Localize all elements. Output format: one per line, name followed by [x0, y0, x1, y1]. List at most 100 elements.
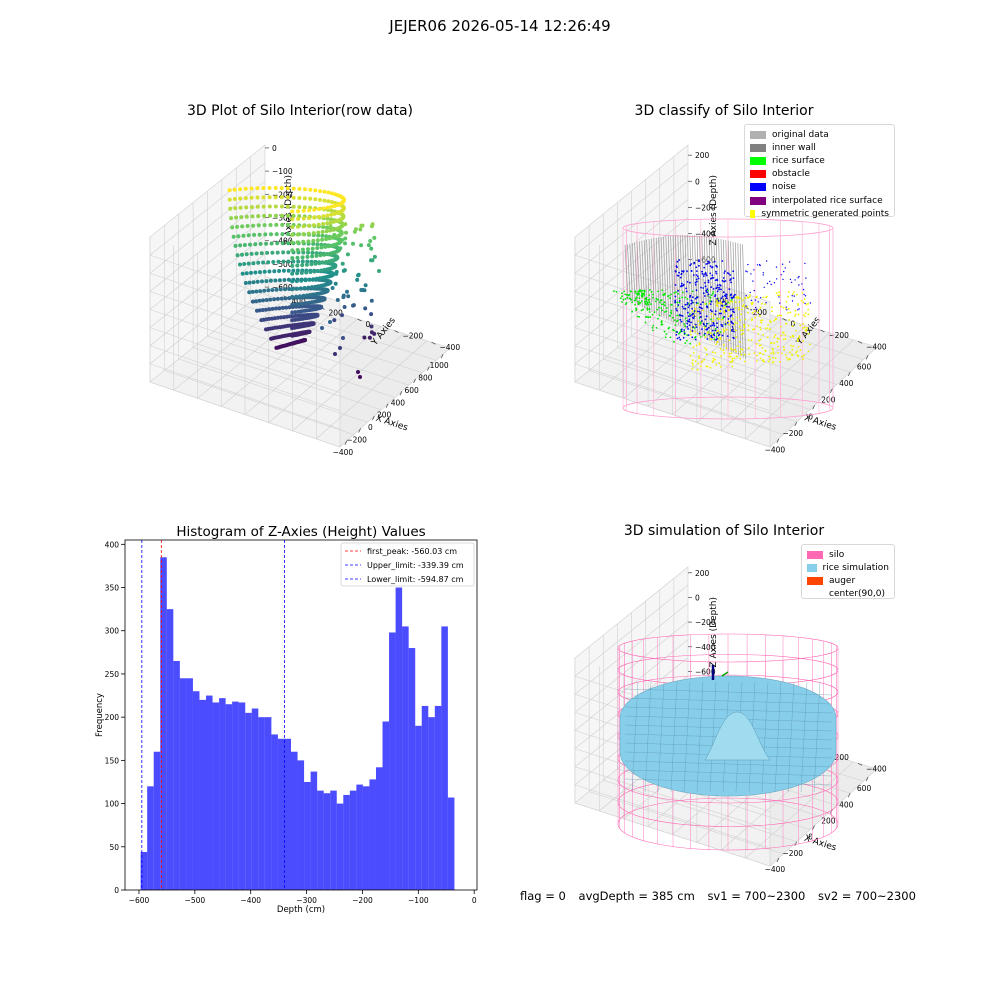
noise-point — [706, 328, 709, 330]
rice-surface-point — [624, 303, 627, 305]
data-point — [233, 206, 238, 211]
data-point — [311, 233, 316, 237]
x-tick-label: 200 — [821, 816, 836, 825]
data-point — [323, 260, 328, 265]
gridline — [574, 675, 689, 767]
data-point — [344, 230, 348, 235]
gridline — [574, 235, 689, 328]
noise-point — [709, 325, 712, 327]
noise-point — [716, 290, 719, 293]
histogram-bar — [343, 794, 350, 890]
noise-point — [753, 289, 755, 292]
symmetric-point — [779, 361, 781, 363]
noise-point — [747, 263, 749, 266]
data-point — [276, 259, 281, 264]
y-tick-label: 50 — [109, 843, 119, 852]
noise-point — [705, 274, 708, 277]
data-point — [369, 324, 374, 329]
rice-surface-point — [673, 340, 675, 343]
y-axis-label: Y Axies — [794, 315, 823, 348]
data-point — [306, 330, 311, 335]
noise-point — [707, 293, 710, 296]
symmetric-point — [701, 360, 704, 362]
legend-label: Upper_limit: -339.39 cm — [367, 561, 464, 570]
data-point — [290, 225, 295, 230]
noise-point — [732, 336, 735, 339]
legend-item: noise — [750, 181, 889, 194]
data-point — [346, 294, 351, 299]
data-point — [249, 186, 254, 191]
gridline — [292, 333, 404, 431]
data-point — [326, 243, 331, 248]
symmetric-point — [744, 360, 746, 363]
symmetric-point — [751, 311, 754, 314]
data-point — [307, 277, 312, 282]
data-point — [307, 329, 312, 334]
mesh-line — [813, 681, 821, 793]
symmetric-point — [704, 347, 706, 349]
data-point — [270, 250, 275, 255]
mesh-line — [670, 681, 678, 793]
y-tick-label: −200 — [403, 332, 424, 341]
noise-point — [757, 301, 759, 303]
data-point — [300, 338, 304, 343]
mesh-line — [644, 681, 652, 793]
data-point — [340, 222, 345, 227]
gridline — [574, 639, 689, 731]
symmetric-point — [736, 355, 738, 358]
data-point — [338, 225, 343, 230]
data-point — [301, 250, 306, 255]
symmetric-point — [762, 359, 764, 362]
data-point — [313, 197, 318, 202]
data-point — [334, 219, 339, 223]
symmetric-point — [691, 309, 694, 312]
data-point — [297, 339, 301, 344]
mesh-line — [624, 697, 833, 705]
data-point — [294, 279, 299, 284]
data-point — [340, 261, 345, 266]
data-point — [323, 244, 328, 249]
noise-point — [715, 265, 718, 268]
data-point — [302, 286, 307, 291]
data-point — [295, 263, 300, 268]
rice-surface-point — [641, 289, 644, 292]
x-tick — [847, 793, 851, 798]
noise-point — [797, 309, 799, 311]
data-point — [277, 345, 281, 350]
legend-item: silo — [807, 548, 889, 561]
symmetric-point — [770, 352, 773, 355]
y-tick — [820, 329, 825, 333]
data-point — [284, 343, 289, 348]
legend-swatch — [807, 563, 817, 572]
symmetric-point — [757, 311, 759, 314]
rice-surface-point — [644, 321, 647, 324]
noise-point — [720, 312, 723, 315]
rice-surface-point — [686, 298, 689, 300]
data-point — [282, 333, 287, 338]
data-point — [274, 335, 279, 340]
rice-surface-point — [645, 315, 647, 318]
data-point — [291, 186, 296, 191]
symmetric-point — [738, 326, 741, 328]
symmetric-point — [690, 333, 692, 336]
data-point — [305, 313, 310, 317]
rice-surface-point — [634, 290, 637, 293]
inner-wall-line — [735, 242, 739, 356]
inner-wall-line — [691, 235, 696, 334]
noise-point — [765, 302, 767, 304]
symmetric-point — [714, 351, 717, 354]
histogram-bar — [382, 721, 390, 890]
data-point — [325, 282, 330, 287]
data-point — [287, 296, 292, 301]
inner-wall-line — [655, 237, 660, 316]
symmetric-point — [787, 308, 790, 310]
y-tick-label: 200 — [753, 308, 768, 317]
symmetric-point — [803, 326, 806, 329]
histogram-bar — [192, 691, 200, 890]
noise-point — [708, 261, 711, 264]
data-point — [341, 213, 346, 218]
symmetric-point — [741, 299, 744, 301]
x-axis-label: X Axies — [374, 414, 409, 434]
data-point — [300, 268, 305, 273]
data-point — [312, 268, 317, 273]
